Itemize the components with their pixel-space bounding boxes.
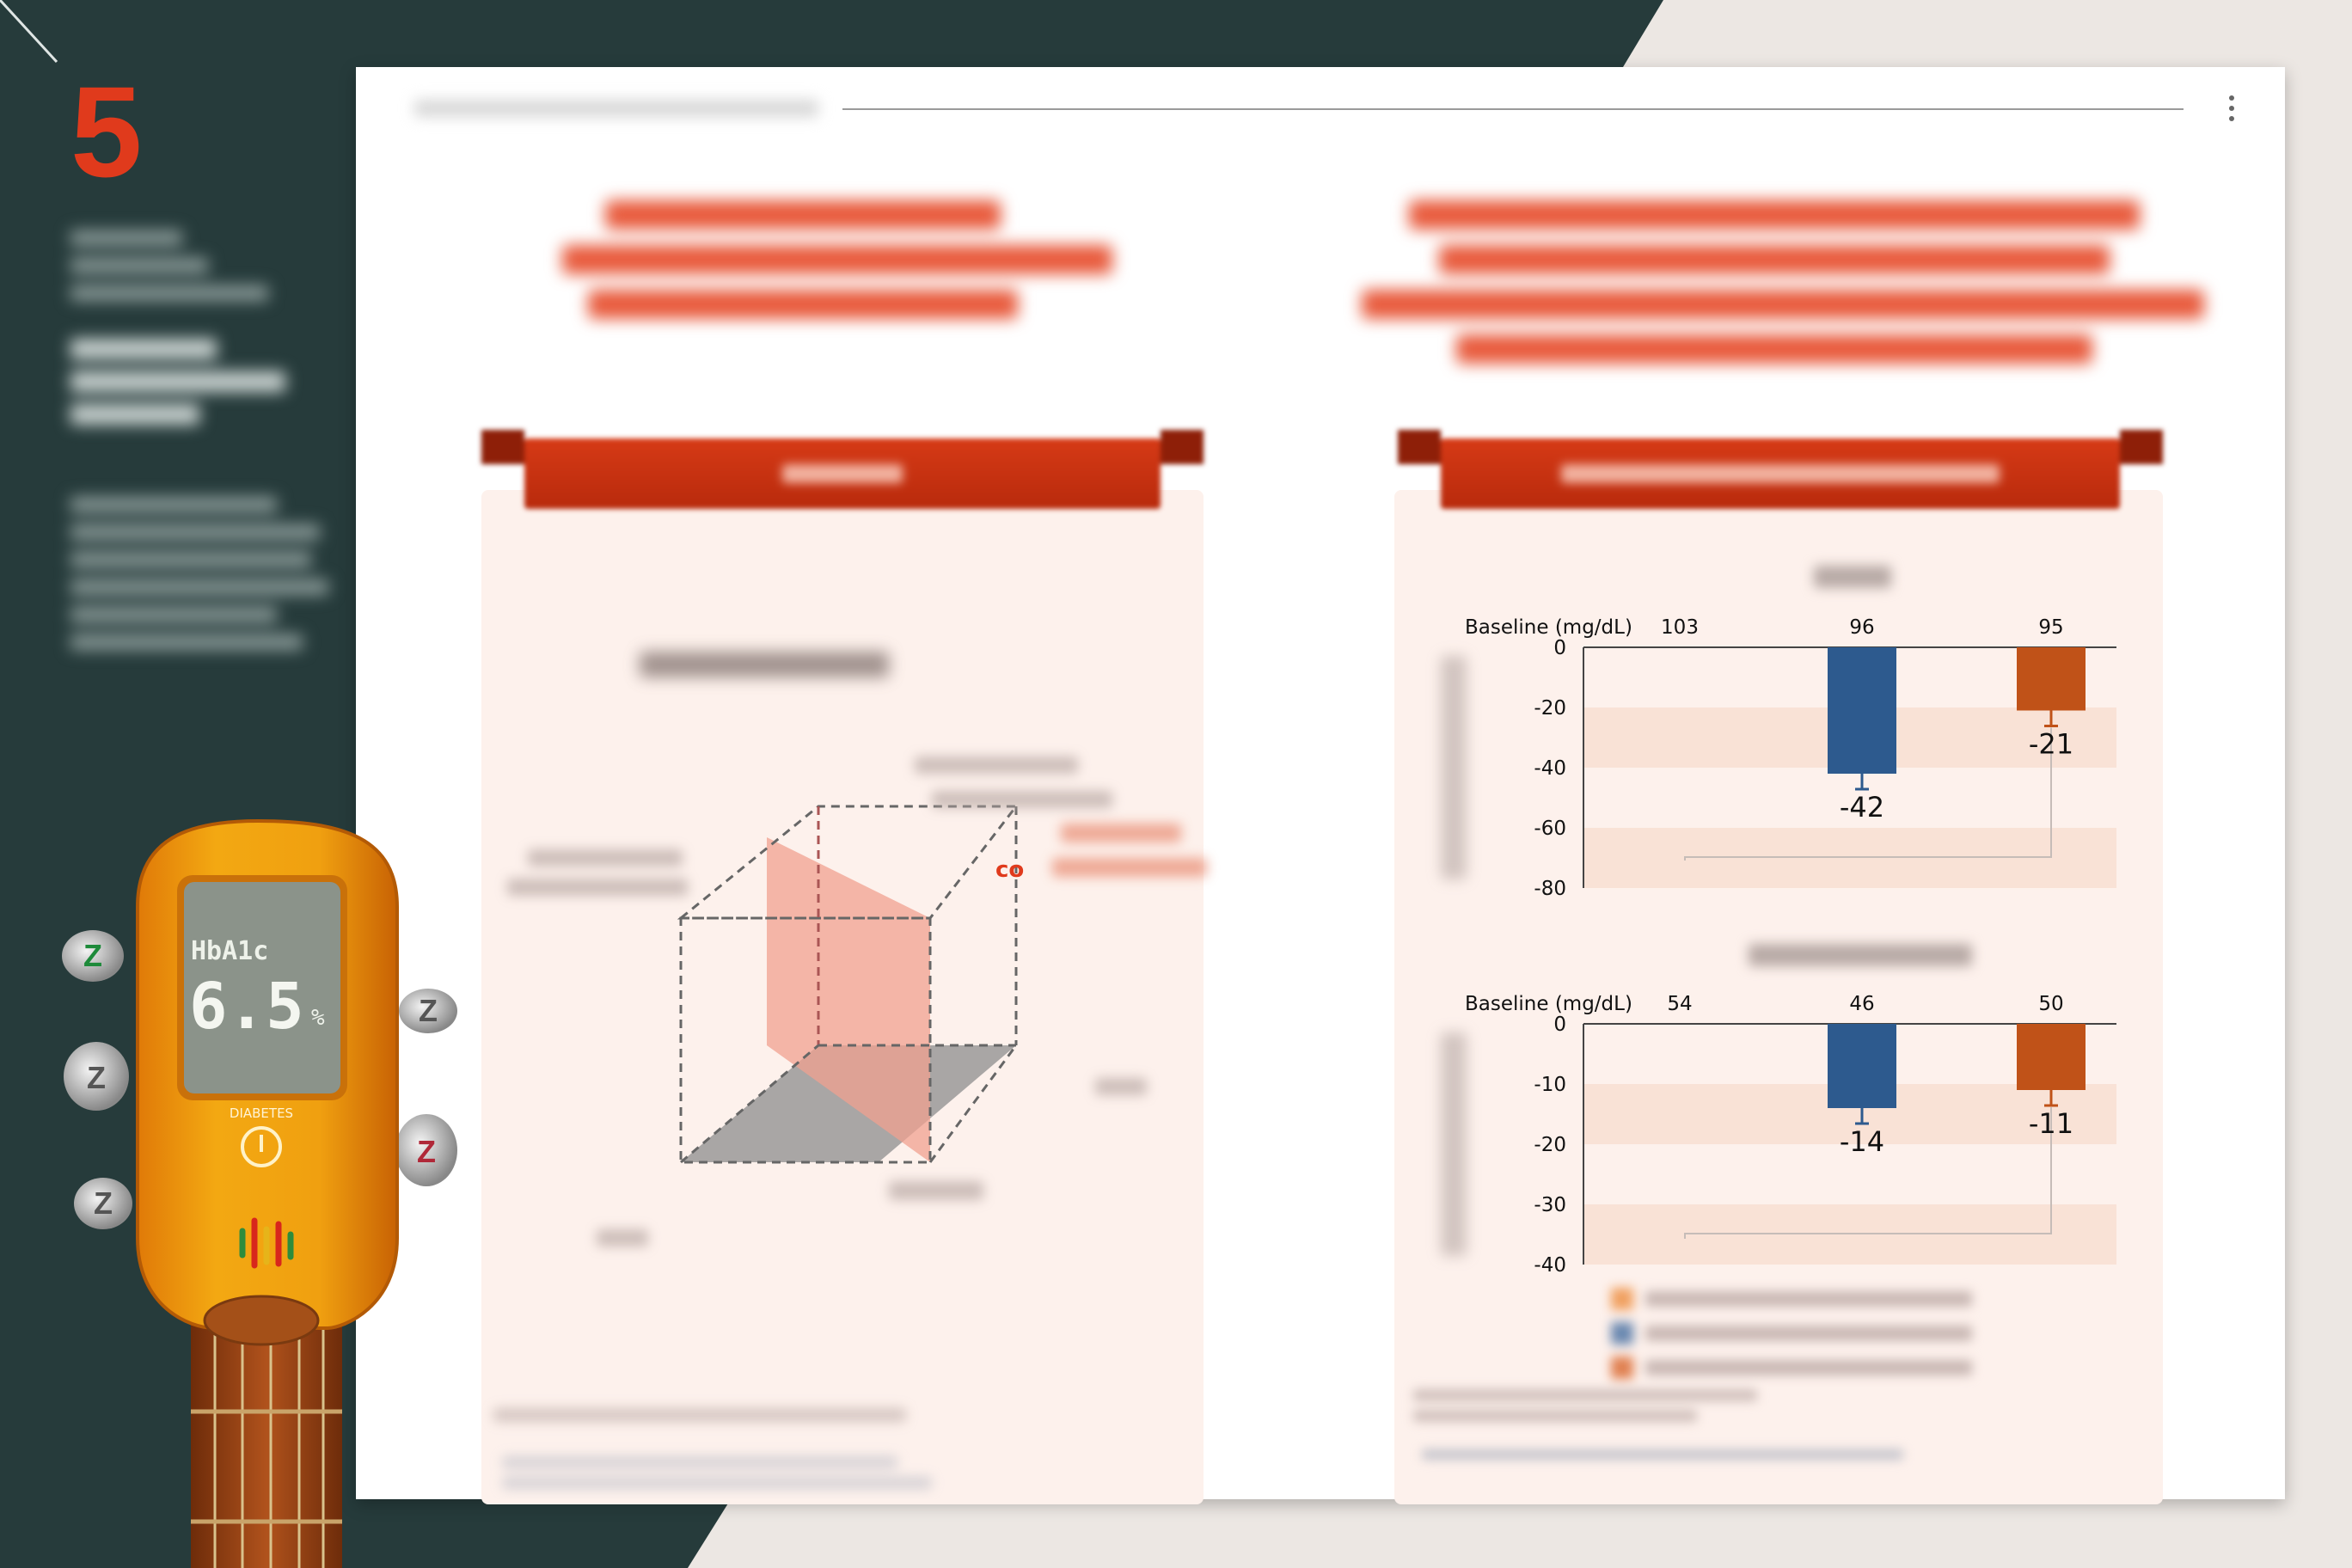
bar-value-label: -11 xyxy=(2029,1107,2073,1140)
cube-partial-label: co xyxy=(995,857,1024,883)
grid-band xyxy=(1583,1144,2116,1204)
meter-value: 6.5 xyxy=(189,970,304,1044)
baseline-value: 54 xyxy=(1667,993,1692,1015)
header-divider xyxy=(842,108,2184,110)
y-tick-label: -30 xyxy=(1534,1194,1566,1216)
legend-blurred xyxy=(1413,1288,1972,1460)
y-tick-label: 0 xyxy=(1553,637,1566,659)
chart-heading-blurred xyxy=(1749,944,1972,966)
more-options-icon[interactable] xyxy=(2221,95,2242,121)
y-tick-label: -60 xyxy=(1534,818,1566,840)
baseline-value: 46 xyxy=(1849,993,1874,1015)
y-tick-label: -10 xyxy=(1534,1074,1566,1096)
content-card: co 0 -20 -40 -60 -80 Baseline (mg/dL) 103 96 95 -… xyxy=(356,67,2285,1504)
guitar-strings xyxy=(213,1307,325,1568)
meter-label: HbA1c xyxy=(191,936,268,966)
left-panel-ribbon xyxy=(481,430,1204,509)
comparison-bracket xyxy=(1684,1107,2052,1239)
y-tick-label: -20 xyxy=(1534,697,1566,720)
y-tick-label: 0 xyxy=(1553,1014,1566,1036)
bar-value-label: -21 xyxy=(2029,728,2073,761)
right-title-blurred xyxy=(1362,200,2204,364)
meter-brand: DIABETES xyxy=(230,1106,293,1121)
bar xyxy=(1828,1024,1896,1108)
equalizer-icon xyxy=(239,1217,294,1269)
bar-charts: 0 -20 -40 -60 -80 Baseline (mg/dL) 103 96 95 -42 -… xyxy=(1413,566,2116,1460)
bar-chart-1: 0 -20 -40 -60 -80 Baseline (mg/dL) 103 96 95 -42 -… xyxy=(1441,566,2116,900)
bar-value-label: -14 xyxy=(1840,1125,1884,1158)
meter-unit: % xyxy=(311,1005,325,1031)
baseline-value: 50 xyxy=(2038,993,2063,1015)
baseline-label: Baseline (mg/dL) xyxy=(1465,993,1632,1015)
grid-band xyxy=(1583,768,2116,828)
y-axis-title-blurred xyxy=(1441,656,1467,879)
bar xyxy=(2017,647,2086,711)
header-caption-blurred xyxy=(414,100,818,117)
chart-heading-blurred xyxy=(1814,566,1891,588)
left-title-blurred xyxy=(562,200,1112,319)
guitar-frets xyxy=(191,1409,342,1524)
y-tick-label: -40 xyxy=(1534,1254,1566,1277)
baseline-label: Baseline (mg/dL) xyxy=(1465,616,1632,639)
y-tick-label: -20 xyxy=(1534,1134,1566,1156)
power-icon[interactable] xyxy=(241,1126,282,1167)
bar-chart-2: 0 -10 -20 -30 -40 Baseline (mg/dL) 54 46 50 -14 -1… xyxy=(1441,944,2116,1277)
right-panel-ribbon xyxy=(1398,430,2163,509)
baseline-value: 103 xyxy=(1661,616,1699,639)
bar-value-label: -42 xyxy=(1840,791,1884,824)
baseline-value: 96 xyxy=(1849,616,1874,639)
y-axis-title-blurred xyxy=(1441,1032,1467,1256)
sidebar-notes-blurred xyxy=(70,230,328,662)
y-tick-label: -80 xyxy=(1534,878,1566,900)
cube-edges xyxy=(677,805,1020,1164)
y-tick-label: -40 xyxy=(1534,757,1566,780)
bar xyxy=(1828,647,1896,774)
svg-text:Z: Z xyxy=(419,993,438,1028)
slide-number: 5 xyxy=(70,59,143,204)
svg-text:Z: Z xyxy=(83,938,102,973)
svg-text:Z: Z xyxy=(87,1060,106,1095)
tuning-pegs: Z Z Z Z Z xyxy=(62,930,457,1229)
left-panel-heading-blurred xyxy=(640,652,889,677)
baseline-value: 95 xyxy=(2038,616,2063,639)
comparison-bracket xyxy=(1684,727,2052,861)
svg-text:Z: Z xyxy=(417,1134,436,1169)
svg-text:Z: Z xyxy=(94,1185,113,1221)
cube-diagram: co xyxy=(493,756,1207,1489)
bar xyxy=(2017,1024,2086,1090)
cube-labels-blurred xyxy=(493,756,1207,1489)
